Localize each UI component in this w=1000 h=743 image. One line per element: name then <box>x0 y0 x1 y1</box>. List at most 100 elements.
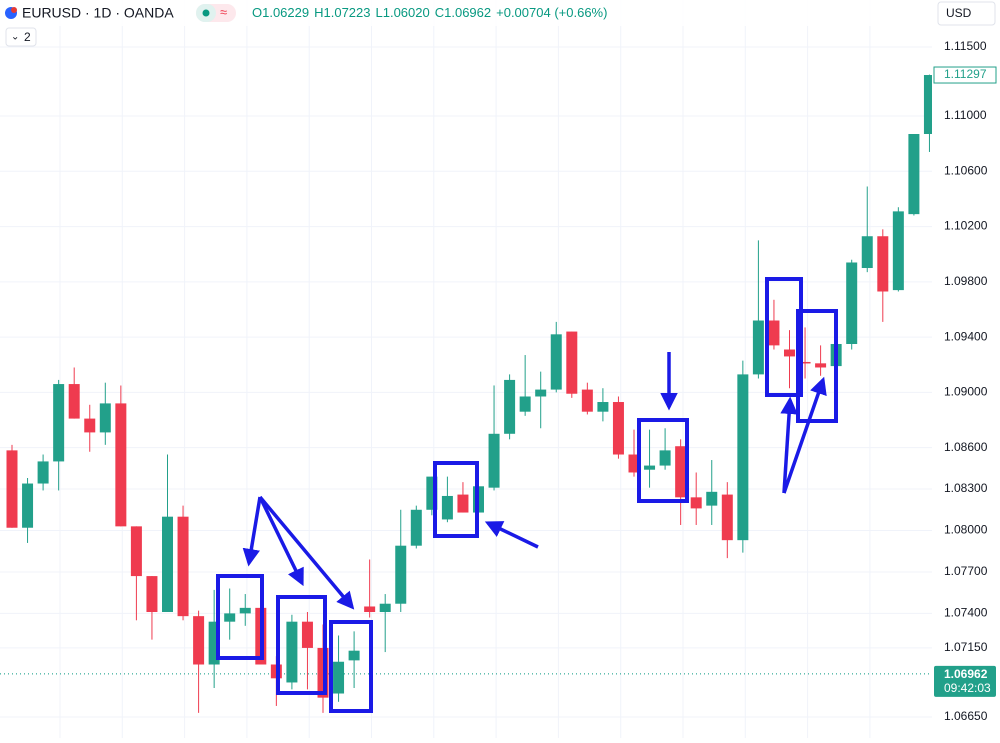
candle-body <box>877 236 889 292</box>
candle-body <box>923 75 935 135</box>
ohlc-value: O1.06229 <box>252 5 309 20</box>
indicator-toggle[interactable] <box>5 27 37 47</box>
candle-body <box>333 661 345 694</box>
candle-body <box>162 516 173 613</box>
highlight-box <box>765 277 803 397</box>
y-tick-label: 1.08600 <box>944 440 988 454</box>
candle-body <box>379 603 391 613</box>
candle-body <box>193 616 205 665</box>
candle-body <box>846 262 858 344</box>
y-tick-label: 1.07150 <box>944 640 988 654</box>
candle-body <box>37 461 49 484</box>
last-price-tag <box>933 66 997 84</box>
candle-body <box>239 607 251 614</box>
candle-body <box>690 497 702 509</box>
candle-body <box>22 483 34 528</box>
arrow <box>782 376 827 494</box>
candle-body <box>146 576 158 613</box>
candle-body <box>659 450 671 466</box>
candle-body <box>861 236 873 269</box>
candle-body <box>504 379 516 434</box>
ohlc-value: H1.07223 <box>314 5 370 20</box>
status-icon: ≈ <box>220 4 227 19</box>
candle-body <box>208 621 220 665</box>
highlight-box <box>276 595 327 695</box>
candle-body <box>395 545 407 604</box>
current-price-label: 1.06962 <box>944 667 988 681</box>
price-axis <box>932 26 1000 738</box>
y-tick-label: 1.09800 <box>944 274 988 288</box>
candle-body <box>99 403 111 433</box>
candle-body <box>68 384 80 419</box>
y-tick-label: 1.09400 <box>944 329 988 343</box>
candle-body <box>84 418 96 433</box>
candle-body <box>410 509 422 546</box>
arrow <box>242 496 262 567</box>
candle-body <box>286 621 298 683</box>
y-tick-label: 1.07700 <box>944 564 988 578</box>
arrow <box>780 396 798 494</box>
highlight-box <box>637 418 689 503</box>
candle-body <box>612 402 624 455</box>
candle-body <box>815 363 827 368</box>
candle-body <box>177 516 189 617</box>
arrow <box>258 495 355 610</box>
candle-body <box>784 349 795 357</box>
highlight-box <box>796 309 838 423</box>
y-tick-label: 1.10200 <box>944 219 988 233</box>
ohlc-value: C1.06962 <box>435 5 491 20</box>
candle-body <box>752 320 764 375</box>
candle-body <box>130 526 142 577</box>
candle-body <box>364 606 376 613</box>
y-tick-label: 1.08000 <box>944 523 988 537</box>
arrow <box>484 521 539 549</box>
chevron: ⌄ <box>11 32 19 43</box>
candle-body <box>224 613 236 622</box>
symbol-title[interactable]: EURUSD · 1D · OANDA <box>22 5 174 21</box>
header-bar <box>0 0 930 26</box>
candle-body <box>519 396 531 412</box>
candle-body <box>721 494 733 541</box>
candle-body <box>799 361 811 364</box>
ohlc-value: L1.06020 <box>376 5 430 20</box>
currency-button[interactable] <box>937 1 996 26</box>
last-price-label: 1.11297 <box>944 67 987 81</box>
highlight-box <box>433 461 479 538</box>
candle-body <box>348 650 360 661</box>
candle-body <box>737 374 749 541</box>
status-dot <box>202 9 210 17</box>
y-tick-label: 1.07400 <box>944 606 988 620</box>
candle-body <box>115 403 127 527</box>
candle-body <box>441 495 453 520</box>
y-tick-label: 1.10600 <box>944 163 988 177</box>
y-tick-label: 1.09000 <box>944 385 988 399</box>
currency[interactable]: USD <box>946 6 972 20</box>
candle-body <box>768 320 780 346</box>
symbol-icon <box>11 7 17 13</box>
candle-body <box>550 334 562 390</box>
arrow <box>258 496 304 587</box>
candle-body <box>581 389 593 412</box>
y-tick-label: 1.08300 <box>944 481 988 495</box>
candle-body <box>53 384 65 462</box>
candle-body <box>535 389 547 397</box>
highlight-box <box>329 620 373 713</box>
candle-body <box>706 491 718 506</box>
current-price-tag <box>934 665 996 697</box>
ohlc-value: +0.00704 (+0.66%) <box>496 5 607 20</box>
candle-body <box>628 454 640 473</box>
candle-body <box>488 433 500 488</box>
candle-body <box>892 211 904 291</box>
ohlc-values: O1.06229 H1.07223 L1.06020 C1.06962 +0.00704… <box>252 5 607 20</box>
annotations <box>216 277 838 713</box>
indicator-count[interactable]: 2 <box>24 30 31 44</box>
candle-body <box>301 621 313 648</box>
y-tick-label: 1.06650 <box>944 709 988 723</box>
candle-body <box>6 450 18 528</box>
candle-body <box>457 494 469 513</box>
candle-body <box>597 402 609 412</box>
candle-body <box>426 476 438 510</box>
candle-body <box>566 331 578 394</box>
